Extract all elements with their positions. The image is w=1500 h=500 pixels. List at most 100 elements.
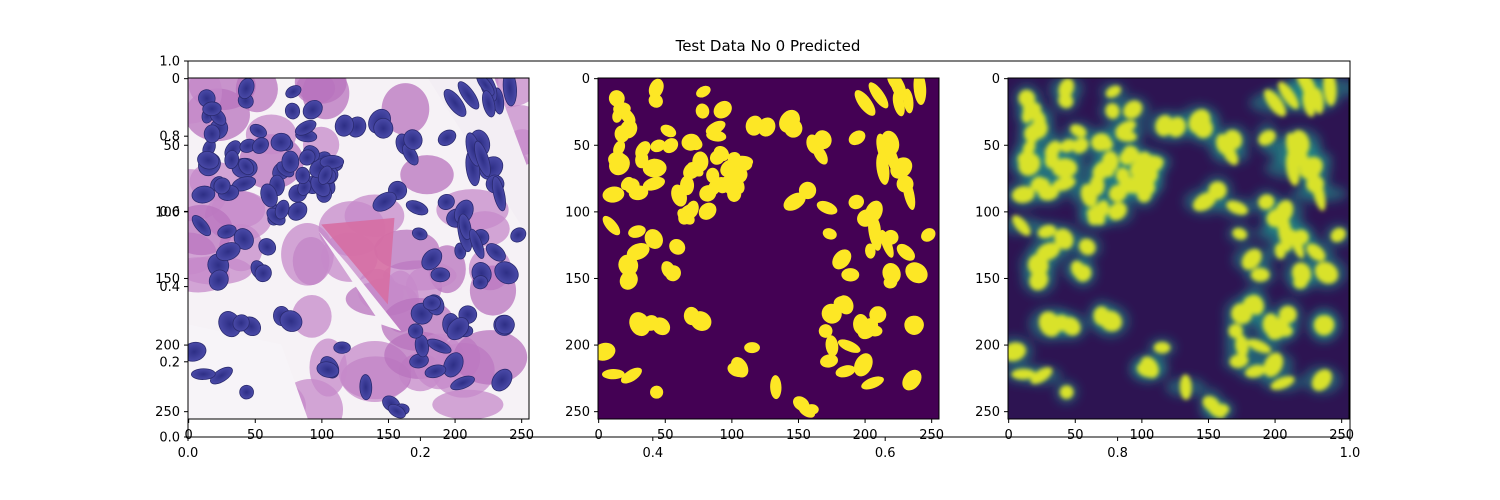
prediction-nucleus bbox=[1153, 341, 1171, 354]
prediction-nucleus bbox=[1012, 215, 1031, 236]
histology-nucleus bbox=[197, 151, 220, 170]
mask-nucleus bbox=[692, 151, 709, 172]
mask-nucleus bbox=[812, 144, 828, 165]
x-tick-label: 0 bbox=[185, 428, 193, 443]
mask-nucleus bbox=[854, 90, 876, 116]
histology-nucleus bbox=[474, 140, 491, 177]
prediction-nucleus bbox=[1294, 141, 1311, 177]
mask-nucleus bbox=[708, 179, 721, 196]
prediction-nucleus bbox=[1052, 176, 1076, 192]
prediction-nucleus bbox=[1075, 264, 1092, 282]
figure-title: Test Data No 0 Predicted bbox=[675, 37, 861, 55]
histology-nucleus bbox=[443, 352, 464, 378]
histology-nucleus bbox=[403, 129, 423, 151]
mask-nucleus bbox=[902, 369, 922, 391]
prediction-nucleus bbox=[1108, 202, 1127, 221]
histology-nucleus bbox=[422, 295, 441, 311]
mask-nucleus bbox=[709, 150, 725, 165]
prediction-nucleus bbox=[1022, 101, 1042, 116]
x-tick-label: 0 bbox=[1005, 428, 1013, 443]
prediction-nucleus bbox=[1235, 334, 1249, 357]
histology-image bbox=[188, 78, 529, 419]
y-tick-label: 200 bbox=[155, 339, 180, 354]
mask-nucleus bbox=[816, 200, 838, 215]
stroma-region bbox=[281, 222, 334, 286]
prediction-nucleus bbox=[1100, 310, 1122, 332]
mask-nucleus bbox=[921, 228, 936, 242]
background-y-tick-label: 1.0 bbox=[159, 55, 180, 70]
histology-nucleus bbox=[279, 310, 303, 332]
y-tick-label: 100 bbox=[565, 205, 590, 220]
mask-nucleus bbox=[853, 353, 873, 377]
histology-nucleus bbox=[251, 137, 269, 154]
histology-nucleus bbox=[450, 375, 475, 391]
prediction-nucleus bbox=[1232, 227, 1248, 240]
mask-nucleus bbox=[798, 404, 816, 418]
prediction-nucleus bbox=[1208, 404, 1226, 418]
histology-nucleus bbox=[430, 267, 451, 283]
histology-nucleus bbox=[316, 361, 340, 378]
prediction-nucleus bbox=[1229, 353, 1249, 368]
prediction-nucleus bbox=[1017, 151, 1039, 170]
mask-y-ticks: 0 50 100 150 200 250 bbox=[565, 72, 598, 420]
mask-nucleus bbox=[685, 200, 699, 219]
y-tick-label: 50 bbox=[163, 139, 180, 154]
panel-mask: 0 50 100 150 200 250 0 50 100 150 200 250 bbox=[565, 72, 944, 443]
mask-nucleus bbox=[695, 103, 710, 119]
mask-nucleus bbox=[730, 155, 754, 169]
x-tick-label: 50 bbox=[1067, 428, 1084, 443]
mask-nucleus bbox=[879, 229, 894, 258]
panel-prediction: 0 50 100 150 200 250 0 50 100 150 200 250 bbox=[975, 72, 1354, 443]
prediction-nucleus bbox=[1115, 120, 1137, 136]
histology-nucleus bbox=[213, 177, 231, 195]
mask-nucleus bbox=[884, 141, 901, 176]
y-tick-label: 250 bbox=[975, 405, 1000, 420]
prediction-nucleus bbox=[1258, 194, 1275, 210]
prediction-nucleus bbox=[1223, 129, 1243, 150]
histology-nucleus bbox=[270, 132, 292, 152]
mask-nucleus bbox=[648, 78, 664, 99]
prediction-nucleus bbox=[1058, 158, 1074, 175]
histology-nucleus bbox=[284, 102, 301, 120]
prediction-nucleus bbox=[1192, 192, 1217, 212]
mask-nucleus bbox=[835, 365, 856, 378]
histology-nucleus bbox=[476, 78, 495, 96]
mask-nucleus bbox=[865, 243, 876, 259]
background-region bbox=[188, 324, 308, 419]
prediction-nucleus bbox=[1059, 385, 1074, 400]
histology-nucleus bbox=[426, 338, 452, 354]
histology-nucleus bbox=[258, 238, 277, 256]
histology-nucleus bbox=[446, 317, 470, 341]
y-tick-label: 150 bbox=[565, 272, 590, 287]
y-tick-label: 0 bbox=[582, 72, 590, 87]
histology-nucleus bbox=[232, 314, 250, 332]
histology-nucleus bbox=[238, 78, 255, 100]
prediction-nucleus bbox=[1029, 270, 1049, 291]
y-tick-label: 150 bbox=[155, 272, 180, 287]
prediction-nucleus bbox=[1296, 78, 1315, 96]
mask-nucleus bbox=[821, 303, 842, 324]
prediction-nucleus bbox=[1155, 115, 1174, 137]
prediction-nucleus bbox=[1072, 137, 1089, 154]
x-tick-label: 150 bbox=[1196, 428, 1221, 443]
prediction-nucleus bbox=[1105, 103, 1120, 119]
histology-nucleus bbox=[274, 199, 290, 220]
mask-nucleus bbox=[832, 249, 852, 270]
background-x-tick-label: 0.2 bbox=[410, 446, 431, 461]
histology-nucleus bbox=[408, 323, 424, 339]
histology-nucleus bbox=[502, 78, 517, 107]
y-tick-label: 50 bbox=[573, 139, 590, 154]
prediction-nucleus bbox=[1119, 149, 1136, 166]
histology-nucleus bbox=[238, 158, 255, 176]
y-tick-label: 100 bbox=[975, 205, 1000, 220]
mask-nucleus bbox=[681, 133, 701, 151]
histology-nucleus bbox=[494, 314, 515, 335]
x-tick-label: 250 bbox=[509, 428, 534, 443]
histology-nucleus bbox=[437, 129, 457, 146]
prediction-nucleus bbox=[1278, 81, 1299, 110]
mask-nucleus bbox=[662, 138, 679, 154]
lumen-eosin bbox=[321, 217, 395, 305]
mask-nucleus bbox=[818, 324, 833, 338]
mask-nucleus bbox=[848, 130, 866, 146]
